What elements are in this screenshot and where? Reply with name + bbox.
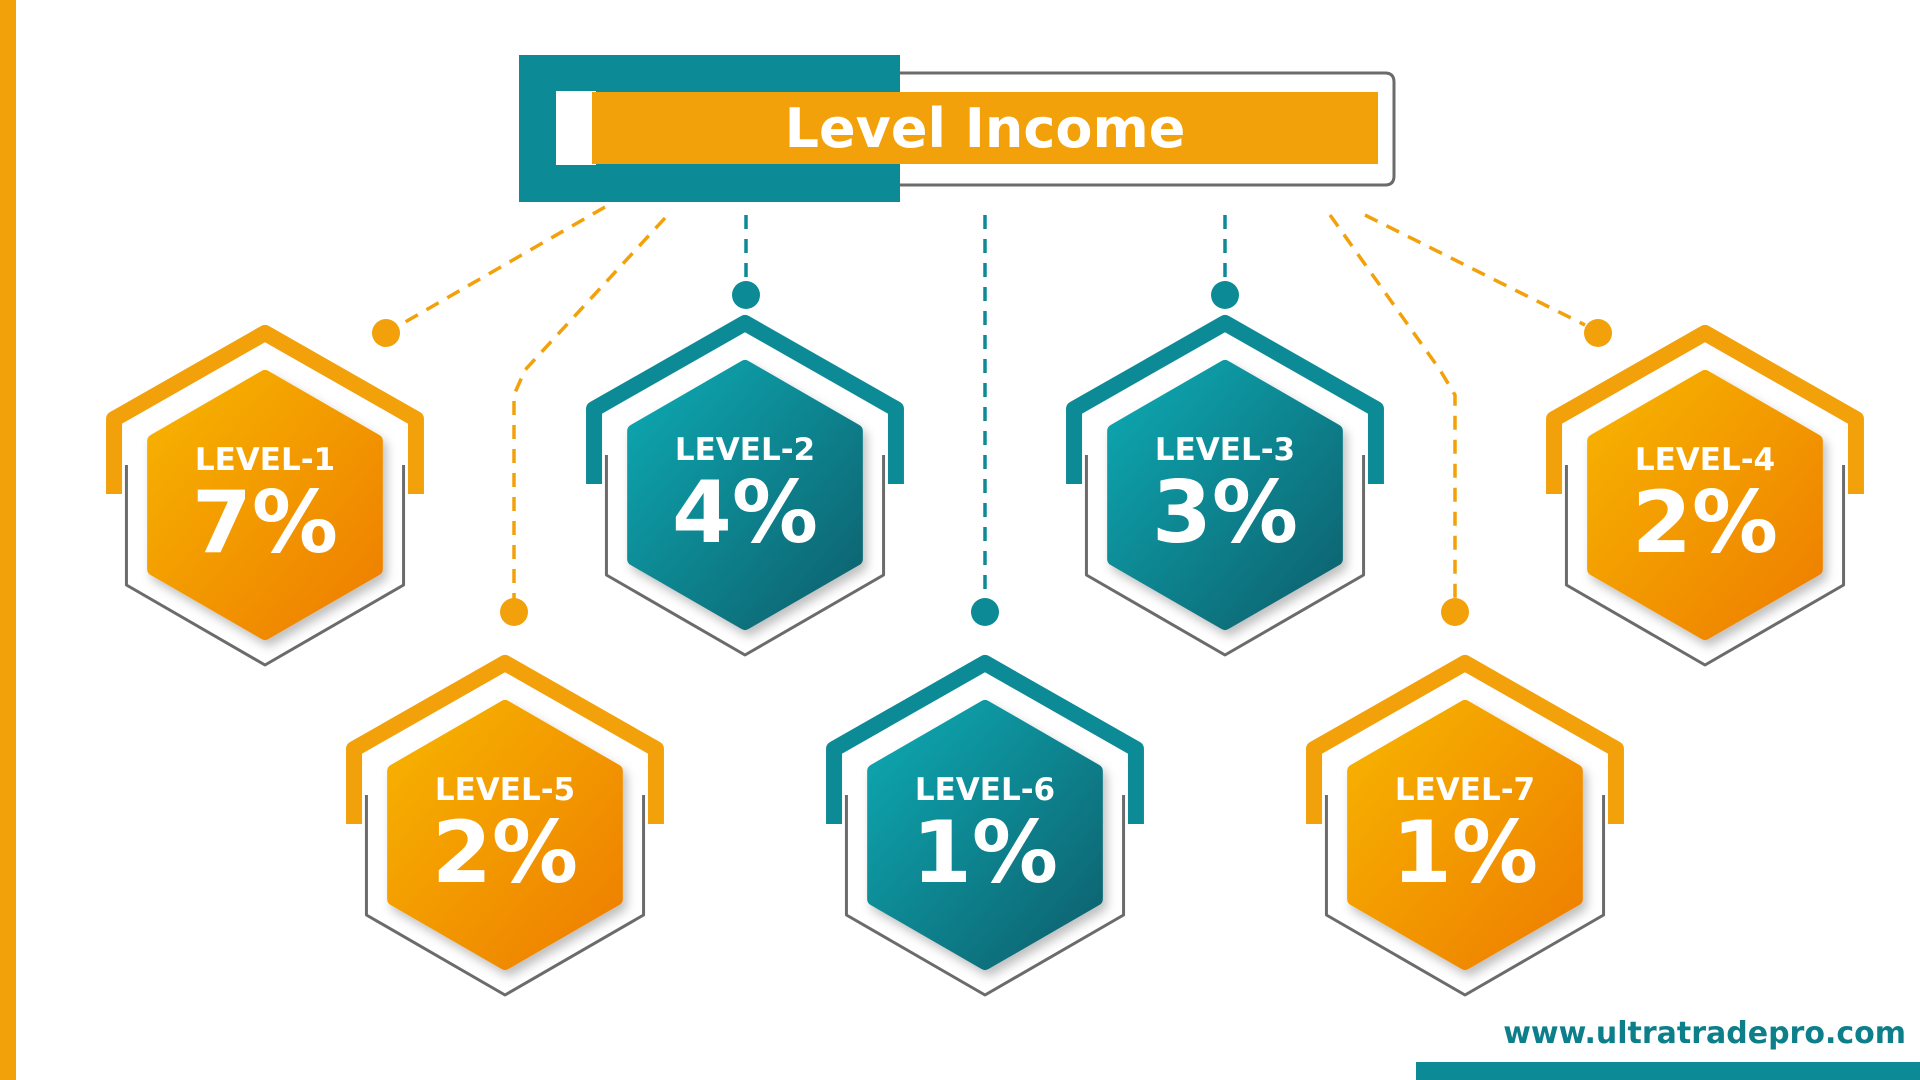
hexagon-fill — [867, 700, 1103, 970]
level-percent: 2% — [431, 803, 578, 903]
hexagon-frame — [106, 325, 424, 494]
hexagon-fill — [1347, 700, 1583, 970]
level-hexagon-7 — [1306, 655, 1624, 997]
hexagon-outline — [1084, 455, 1366, 657]
connector-dots — [372, 281, 1612, 626]
level-label: LEVEL-5 — [434, 772, 576, 808]
title-banner — [519, 55, 1396, 202]
level-percent: 1% — [911, 803, 1058, 903]
hexagon-outline — [844, 795, 1126, 997]
bottom-accent-bar — [1416, 1062, 1920, 1080]
level-label: LEVEL-1 — [194, 442, 336, 478]
dot-level-7 — [1441, 598, 1469, 626]
dot-level-5 — [500, 598, 528, 626]
hexagon-fill — [1107, 360, 1343, 630]
level-hexagon-6 — [826, 655, 1144, 997]
dot-level-4 — [1584, 319, 1612, 347]
level-hexagon-2 — [586, 315, 904, 657]
hexagon-outline — [364, 795, 646, 997]
connector-lines — [399, 205, 1586, 600]
level-percent: 1% — [1391, 803, 1538, 903]
level-label: LEVEL-3 — [1154, 432, 1296, 468]
level-hexagon-3 — [1066, 315, 1384, 657]
hexagon-frame — [1306, 655, 1624, 824]
connector-level-1 — [399, 205, 606, 327]
page-title: Level Income — [784, 96, 1186, 160]
hexagon-frame — [1066, 315, 1384, 484]
website-url: www.ultratradepro.com — [1503, 1016, 1906, 1051]
hexagon-outline — [1564, 465, 1846, 667]
hexagon-frame — [1546, 325, 1864, 494]
dot-level-6 — [971, 598, 999, 626]
hexagon-outline — [124, 465, 406, 667]
connector-level-4 — [1364, 213, 1586, 327]
dot-level-3 — [1211, 281, 1239, 309]
level-percent: 4% — [671, 463, 818, 563]
left-accent-bar — [0, 0, 16, 1080]
hexagon-outline — [1324, 795, 1606, 997]
level-label: LEVEL-2 — [674, 432, 816, 468]
level-hexagon-5 — [346, 655, 664, 997]
hexagon-fill — [627, 360, 863, 630]
title-white-inset — [556, 91, 596, 165]
hexagon-frame — [586, 315, 904, 484]
dot-level-1 — [372, 319, 400, 347]
level-label: LEVEL-4 — [1634, 442, 1776, 478]
title-frame-outline — [900, 71, 1396, 187]
level-label: LEVEL-7 — [1394, 772, 1536, 808]
connector-level-5 — [512, 216, 667, 600]
level-label: LEVEL-6 — [914, 772, 1056, 808]
title-orange-bar — [592, 92, 1378, 164]
hexagon-fill — [147, 370, 383, 640]
connector-level-7 — [1328, 213, 1457, 600]
level-percent: 3% — [1151, 463, 1298, 563]
hexagon-frame — [346, 655, 664, 824]
level-percent: 7% — [191, 473, 338, 573]
hexagon-frame — [826, 655, 1144, 824]
level-hexagon-4 — [1546, 325, 1864, 667]
hexagon-fill — [1587, 370, 1823, 640]
hexagon-fill — [387, 700, 623, 970]
level-percent: 2% — [1631, 473, 1778, 573]
dot-level-2 — [732, 281, 760, 309]
level-hexagon-1 — [106, 325, 424, 667]
hexagon-outline — [604, 455, 886, 657]
